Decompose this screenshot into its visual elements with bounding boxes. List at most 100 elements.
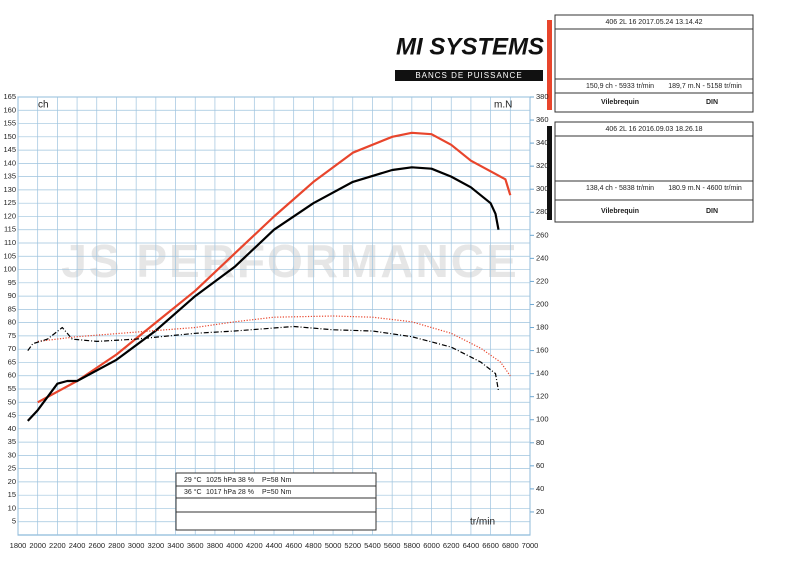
y-tick-label: 5	[12, 517, 16, 526]
y-tick-label: 140	[3, 158, 16, 167]
logo-subtitle: BANCS DE PUISSANCE	[415, 71, 522, 80]
panel-power: 138,4 ch - 5838 tr/min	[586, 185, 654, 192]
panel-color-bar	[547, 126, 552, 220]
y2-tick-label: 240	[536, 253, 549, 262]
panel-box	[554, 14, 754, 113]
cond-loss: P=50 Nm	[262, 489, 292, 496]
y-axis-label: ch	[38, 100, 49, 111]
y2-tick-label: 40	[536, 484, 544, 493]
y-tick-label: 105	[3, 251, 16, 260]
y-tick-label: 40	[8, 424, 16, 433]
panel-norm: DIN	[706, 99, 718, 106]
cond-temp: 36 °C	[184, 488, 202, 496]
conditions-table: 29 °C 1025 hPa 38 % P=58 Nm 36 °C 1017 h…	[175, 472, 377, 531]
series-line	[37, 315, 511, 377]
x-axis-label: tr/min	[470, 517, 495, 528]
y-tick-label: 155	[3, 119, 16, 128]
series-line	[26, 166, 500, 422]
y-tick-label: 25	[8, 464, 16, 473]
panel-torque: 180.9 m.N - 4600 tr/min	[668, 185, 742, 192]
y-tick-label: 10	[8, 503, 16, 512]
y-tick-label: 130	[3, 185, 16, 194]
y2-tick-label: 120	[536, 392, 549, 401]
y2-tick-label: 180	[536, 323, 549, 332]
panel-shaft: Vilebrequin	[601, 99, 639, 106]
panel: 406 2L 16 2016.09.03 18.26.18 138,4 ch -…	[547, 121, 754, 223]
y2-tick-label: 80	[536, 438, 544, 447]
cond-humidity: 38 %	[238, 477, 254, 484]
y-tick-label: 115	[4, 225, 16, 234]
x-tick-label: 6000	[423, 541, 440, 550]
y-tick-label: 110	[4, 238, 16, 247]
y2-tick-label: 260	[536, 230, 549, 239]
y2-tick-label: 280	[536, 207, 549, 216]
y2-tick-label: 300	[536, 184, 549, 193]
y-tick-label: 120	[3, 211, 16, 220]
cond-pressure: 1017 hPa	[206, 489, 236, 496]
x-tick-label: 6600	[482, 541, 499, 550]
y-tick-label: 55	[8, 384, 16, 393]
y-tick-label: 165	[3, 92, 16, 101]
y2-tick-label: 220	[536, 276, 549, 285]
y2-tick-label: 200	[536, 299, 549, 308]
panel-torque: 189,7 m.N - 5158 tr/min	[668, 83, 742, 90]
watermark: JS PERFORMANCE	[61, 235, 518, 287]
y-tick-label: 65	[8, 357, 16, 366]
panel-box	[554, 121, 754, 223]
x-tick-label: 2600	[88, 541, 105, 550]
x-tick-label: 4000	[226, 541, 243, 550]
y2-tick-label: 160	[536, 346, 549, 355]
x-tick-label: 6400	[463, 541, 480, 550]
x-tick-label: 4800	[305, 541, 322, 550]
conditions-box	[175, 472, 377, 531]
x-tick-label: 3400	[167, 541, 184, 550]
x-tick-label: 6800	[502, 541, 519, 550]
y-tick-label: 45	[8, 411, 16, 420]
series-line	[27, 325, 500, 392]
x-tick-label: 5800	[404, 541, 421, 550]
y-tick-label: 135	[3, 172, 16, 181]
panel-header: 406 2L 16 2017.05.24 13.14.42	[605, 19, 702, 26]
series-line	[37, 131, 512, 404]
y-tick-label: 20	[8, 477, 16, 486]
y-tick-label: 75	[8, 331, 16, 340]
y-tick-label: 50	[8, 397, 16, 406]
y-tick-label: 160	[3, 105, 16, 114]
y-tick-label: 150	[3, 132, 16, 141]
y2-tick-label: 380	[536, 92, 549, 101]
panel-color-bar	[547, 20, 552, 110]
x-tick-label: 4600	[285, 541, 302, 550]
panel-norm: DIN	[706, 208, 718, 215]
x-tick-label: 5400	[364, 541, 381, 550]
y-tick-label: 95	[8, 278, 16, 287]
y2-tick-label: 100	[536, 415, 549, 424]
y2-tick-label: 20	[536, 507, 544, 516]
x-tick-label: 4400	[266, 541, 283, 550]
cond-loss: P=58 Nm	[262, 477, 292, 484]
y-tick-label: 125	[3, 198, 16, 207]
y-tick-label: 90	[8, 291, 16, 300]
panel-header: 406 2L 16 2016.09.03 18.26.18	[605, 126, 702, 133]
logo-title: MI SYSTEMS	[396, 33, 544, 60]
x-tick-label: 3200	[148, 541, 165, 550]
y2-tick-label: 320	[536, 161, 549, 170]
y-tick-label: 35	[8, 437, 16, 446]
y-tick-label: 70	[8, 344, 16, 353]
x-tick-label: 5200	[344, 541, 361, 550]
x-tick-label: 7000	[522, 541, 539, 550]
x-tick-label: 5000	[325, 541, 342, 550]
x-tick-label: 2200	[49, 541, 66, 550]
x-tick-label: 3600	[187, 541, 204, 550]
x-tick-label: 3000	[128, 541, 145, 550]
y2-tick-label: 340	[536, 138, 549, 147]
x-tick-label: 5600	[384, 541, 401, 550]
y-tick-label: 100	[3, 265, 16, 274]
x-tick-label: 3800	[207, 541, 224, 550]
x-tick-label: 2800	[108, 541, 125, 550]
logo-band	[395, 70, 543, 81]
y2-tick-label: 140	[536, 369, 549, 378]
panel-power: 150,9 ch - 5933 tr/min	[586, 83, 654, 90]
x-tick-label: 4200	[246, 541, 263, 550]
x-tick-label: 2000	[29, 541, 46, 550]
